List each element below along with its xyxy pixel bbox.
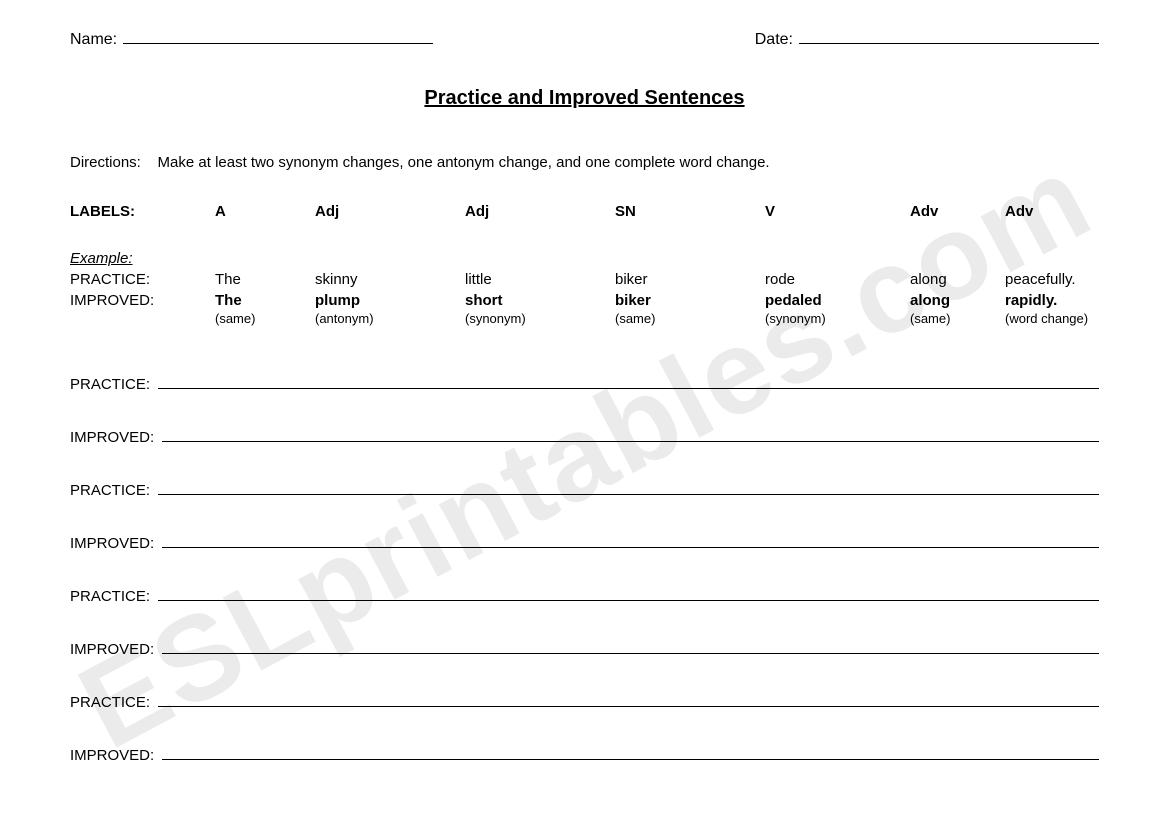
blank-pair: PRACTICE: IMPROVED: xyxy=(70,480,1099,552)
labels-heading: LABELS: xyxy=(70,203,215,220)
improved-label: IMPROVED: xyxy=(70,641,154,658)
type-label: (synonym) xyxy=(465,311,615,326)
name-label: Name: xyxy=(70,31,117,49)
example-type-row: (same) (antonym) (synonym) (same) (synon… xyxy=(70,311,1099,326)
practice-fill-line: PRACTICE: xyxy=(70,692,1099,711)
improved-word: pedaled xyxy=(765,292,910,309)
example-word: peacefully. xyxy=(1005,271,1100,288)
practice-label: PRACTICE: xyxy=(70,588,150,605)
improved-blank-line[interactable] xyxy=(162,533,1099,548)
practice-blank-line[interactable] xyxy=(158,480,1099,495)
practice-fill-line: PRACTICE: xyxy=(70,586,1099,605)
example-improved-row: IMPROVED: The plump short biker pedaled … xyxy=(70,292,1099,309)
type-label: (same) xyxy=(910,311,1005,326)
practice-label: PRACTICE: xyxy=(70,482,150,499)
header-row: Name: Date: xyxy=(70,28,1099,49)
type-label: (same) xyxy=(615,311,765,326)
practice-blank-line[interactable] xyxy=(158,374,1099,389)
example-word: along xyxy=(910,271,1005,288)
practice-fill-line: PRACTICE: xyxy=(70,374,1099,393)
type-label: (word change) xyxy=(1005,311,1100,326)
label-col: SN xyxy=(615,203,765,220)
example-word: The xyxy=(215,271,315,288)
directions-label: Directions: xyxy=(70,154,141,171)
date-label: Date: xyxy=(755,31,793,49)
blank-pair: PRACTICE: IMPROVED: xyxy=(70,692,1099,764)
label-col: Adj xyxy=(315,203,465,220)
name-field: Name: xyxy=(70,28,433,49)
improved-blank-line[interactable] xyxy=(162,427,1099,442)
improved-word: biker xyxy=(615,292,765,309)
improved-word: short xyxy=(465,292,615,309)
labels-row: LABELS: A Adj Adj SN V Adv Adv xyxy=(70,203,1099,220)
directions-text: Make at least two synonym changes, one a… xyxy=(158,154,770,171)
example-practice-row: PRACTICE: The skinny little biker rode a… xyxy=(70,271,1099,288)
improved-label: IMPROVED: xyxy=(70,747,154,764)
blank-pair: PRACTICE: IMPROVED: xyxy=(70,374,1099,446)
label-col: Adv xyxy=(1005,203,1100,220)
example-word: skinny xyxy=(315,271,465,288)
practice-label: PRACTICE: xyxy=(70,376,150,393)
practice-label: PRACTICE: xyxy=(70,694,150,711)
directions: Directions: Make at least two synonym ch… xyxy=(70,154,1099,171)
example-word: little xyxy=(465,271,615,288)
improved-fill-line: IMPROVED: xyxy=(70,639,1099,658)
improved-fill-line: IMPROVED: xyxy=(70,533,1099,552)
improved-word: rapidly. xyxy=(1005,292,1100,309)
type-label: (synonym) xyxy=(765,311,910,326)
improved-label: IMPROVED: xyxy=(70,292,215,309)
type-label: (same) xyxy=(215,311,315,326)
improved-label: IMPROVED: xyxy=(70,429,154,446)
improved-blank-line[interactable] xyxy=(162,639,1099,654)
improved-blank-line[interactable] xyxy=(162,745,1099,760)
example-word: rode xyxy=(765,271,910,288)
label-col: Adv xyxy=(910,203,1005,220)
practice-label: PRACTICE: xyxy=(70,271,215,288)
example-heading: Example: xyxy=(70,250,1099,267)
label-col: Adj xyxy=(465,203,615,220)
label-col: A xyxy=(215,203,315,220)
date-field: Date: xyxy=(755,28,1099,49)
practice-blank-line[interactable] xyxy=(158,586,1099,601)
type-label: (antonym) xyxy=(315,311,465,326)
label-col: V xyxy=(765,203,910,220)
practice-blank-line[interactable] xyxy=(158,692,1099,707)
improved-fill-line: IMPROVED: xyxy=(70,745,1099,764)
name-blank-line[interactable] xyxy=(123,28,433,44)
improved-label: IMPROVED: xyxy=(70,535,154,552)
worksheet-content: Name: Date: Practice and Improved Senten… xyxy=(70,28,1099,764)
example-word: biker xyxy=(615,271,765,288)
improved-word: The xyxy=(215,292,315,309)
improved-word: plump xyxy=(315,292,465,309)
date-blank-line[interactable] xyxy=(799,28,1099,44)
practice-fill-line: PRACTICE: xyxy=(70,480,1099,499)
blank-pair: PRACTICE: IMPROVED: xyxy=(70,586,1099,658)
page-title: Practice and Improved Sentences xyxy=(70,87,1099,110)
improved-word: along xyxy=(910,292,1005,309)
improved-fill-line: IMPROVED: xyxy=(70,427,1099,446)
